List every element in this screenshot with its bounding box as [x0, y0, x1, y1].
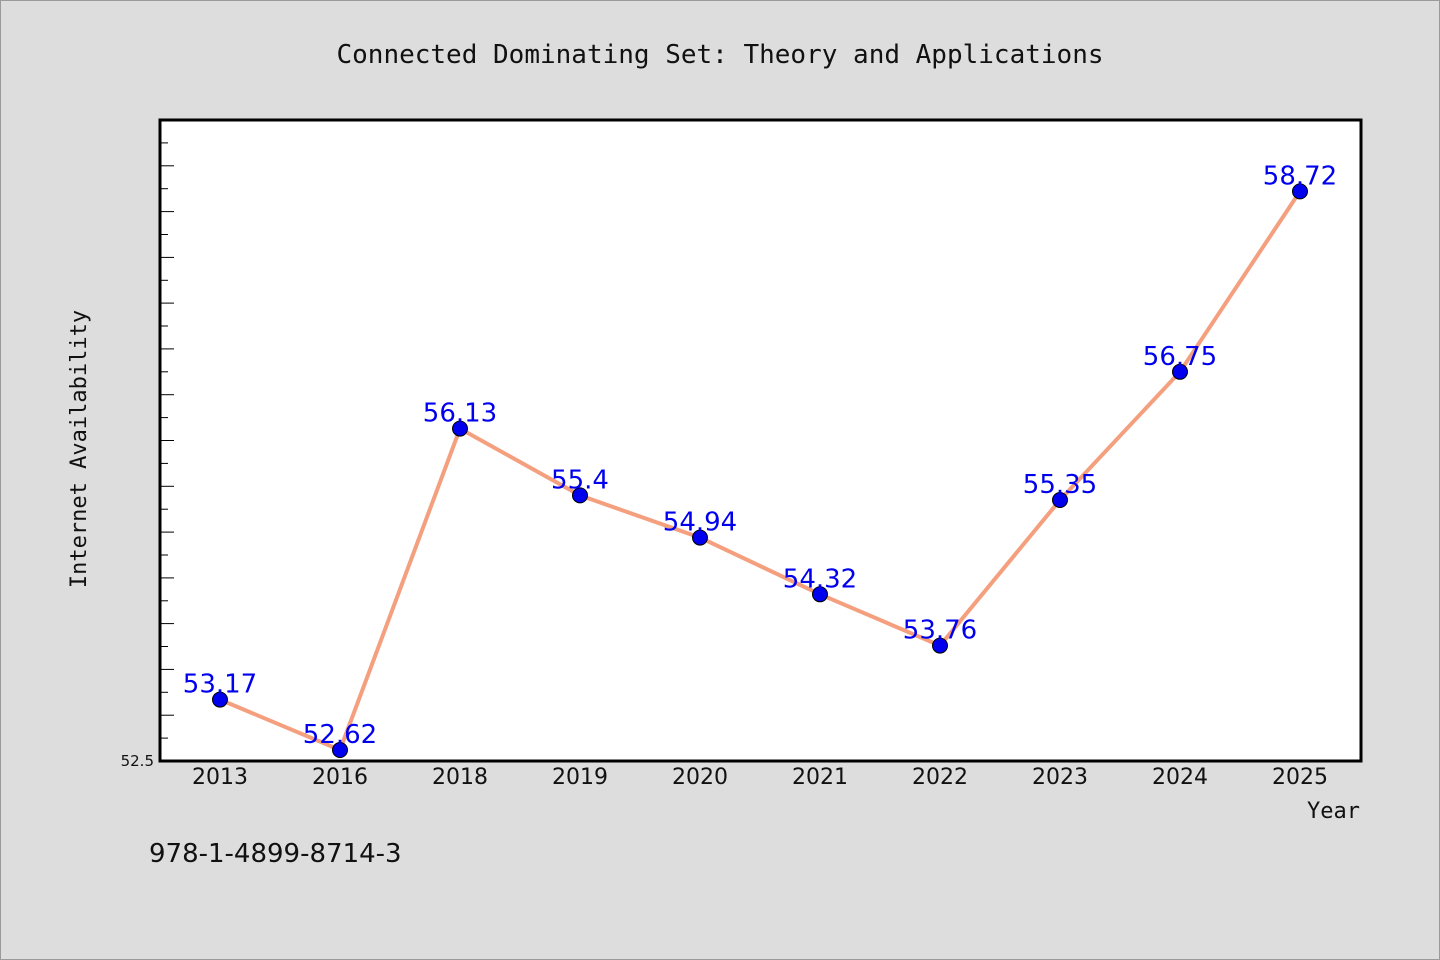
data-label: 56.75 — [1143, 342, 1217, 372]
isbn-label: 978-1-4899-8714-3 — [149, 839, 402, 869]
data-point — [1052, 492, 1068, 508]
x-axis-title: Year — [1307, 799, 1360, 824]
data-point — [212, 691, 228, 708]
data-label: 53.17 — [183, 670, 257, 700]
x-tick-label: 2021 — [792, 765, 848, 790]
x-tick-label: 2023 — [1032, 765, 1088, 790]
x-tick-label: 2020 — [672, 765, 728, 790]
series-layer: 53.17 52.62 56.13 55.4 54.94 54.32 53.76 55.35 5… — [183, 161, 1337, 758]
x-tick-label: 2013 — [192, 765, 248, 790]
x-tick-label: 2024 — [1152, 765, 1208, 790]
data-label: 55.35 — [1023, 470, 1097, 500]
data-label: 54.32 — [783, 564, 857, 594]
data-label: 58.72 — [1263, 161, 1337, 191]
chart-title: Connected Dominating Set: Theory and App… — [336, 40, 1103, 70]
data-label: 55.4 — [551, 465, 609, 495]
data-point — [1172, 363, 1188, 380]
x-tick-label: 2022 — [912, 765, 968, 790]
x-tick-label: 2018 — [432, 765, 488, 790]
plot-area — [160, 120, 1361, 761]
x-axis-tick-labels: 2013 2016 2018 2019 2020 2021 2022 2023 2024 2025 — [192, 765, 1328, 790]
data-point — [692, 529, 708, 546]
series-line — [218, 189, 1302, 752]
data-point — [1292, 183, 1308, 200]
y-axis-title: Internet Availability — [67, 310, 92, 588]
data-label: 54.94 — [663, 508, 737, 538]
x-tick-label: 2019 — [552, 765, 608, 790]
data-point — [572, 487, 588, 504]
data-point — [812, 586, 828, 603]
x-tick-label: 2016 — [312, 765, 368, 790]
data-label: 52.62 — [303, 720, 377, 750]
y-axis-tick-labels: 52.5 — [121, 752, 154, 770]
plot-frame — [158, 118, 1363, 763]
x-tick-label: 2025 — [1272, 765, 1328, 790]
y-tick-label: 52.5 — [121, 752, 154, 770]
data-point — [332, 742, 348, 758]
data-point — [452, 420, 468, 437]
data-label: 56.13 — [423, 399, 497, 429]
data-label: 53.76 — [903, 616, 977, 646]
data-point — [932, 637, 948, 654]
